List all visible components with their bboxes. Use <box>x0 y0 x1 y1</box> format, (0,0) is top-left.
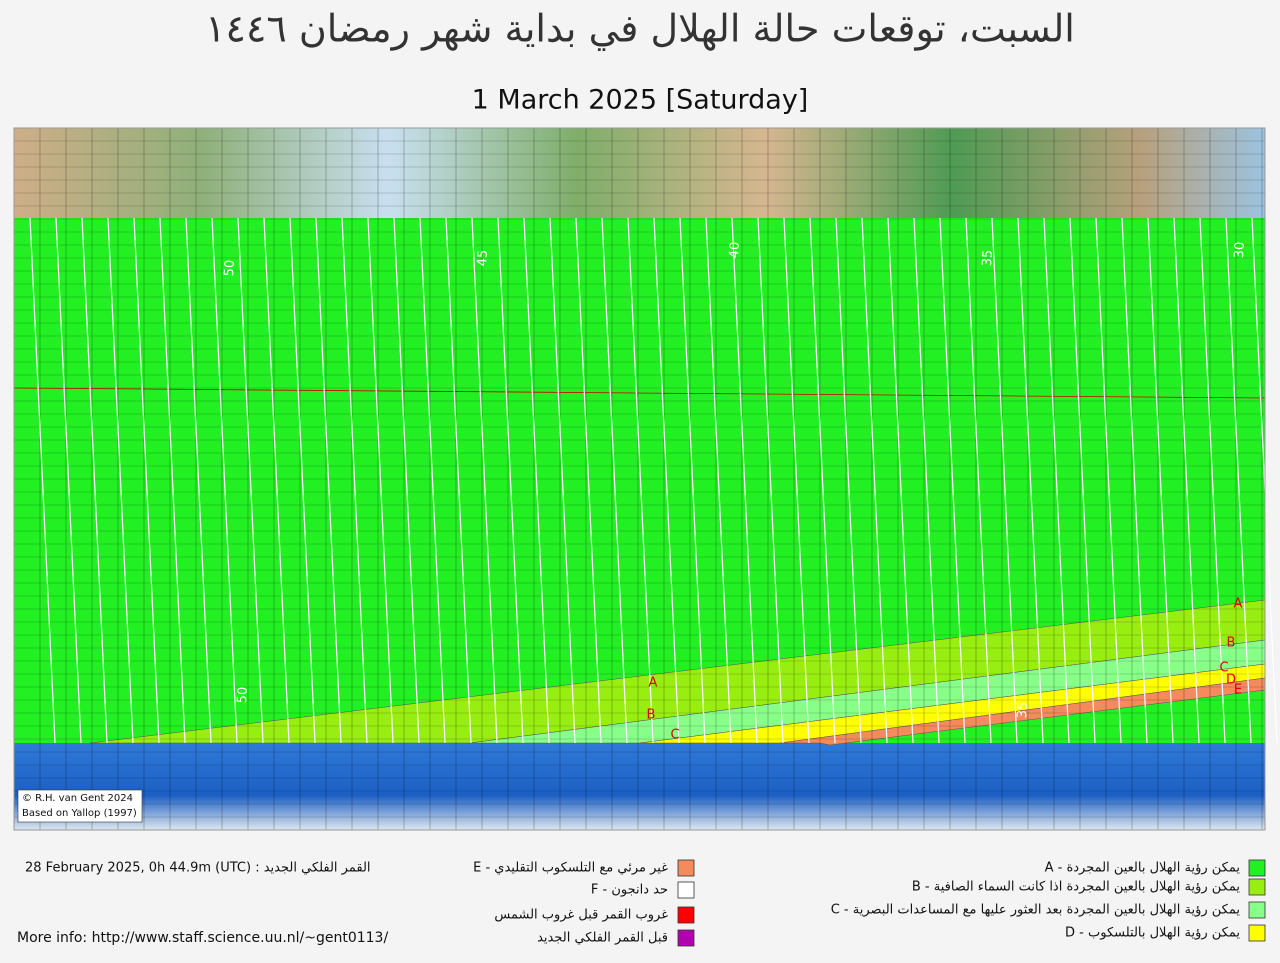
contour <box>1225 217 1252 744</box>
contour <box>1069 217 1096 744</box>
legend-label: غروب القمر قبل غروب الشمس <box>494 908 668 923</box>
credit-box <box>17 789 143 823</box>
contour <box>965 217 992 744</box>
legend-label: قبل القمر الفلكي الجديد <box>537 931 668 946</box>
legend-swatch <box>1248 901 1266 919</box>
title: السبت، توقعات حالة الهلال في بداية شهر ر… <box>205 7 1075 52</box>
contour <box>887 217 914 744</box>
contour <box>237 217 264 744</box>
contour <box>939 217 966 744</box>
contour <box>55 217 82 744</box>
contour-label: 50 <box>222 259 238 276</box>
contour <box>731 217 758 744</box>
contour <box>601 217 628 744</box>
new-moon: 28 February 2025, 0h 44.9m (UTC) : القمر… <box>25 861 371 876</box>
contour <box>627 217 654 744</box>
arctic-terrain <box>14 128 1265 218</box>
zone-letter: B <box>1227 636 1236 651</box>
contour <box>809 217 836 744</box>
legend-swatch <box>1248 859 1266 877</box>
contour <box>523 217 550 744</box>
contour <box>1043 217 1070 744</box>
equator <box>13 387 1266 399</box>
legend-label: B - يمكن رؤية الهلال بالعين المجردة اذا … <box>912 880 1241 895</box>
zone-letter: A <box>649 676 658 691</box>
contour <box>575 217 602 744</box>
contour <box>341 217 368 744</box>
contour <box>835 217 862 744</box>
contour-label: 35 <box>980 249 996 266</box>
contour <box>29 217 56 744</box>
contour <box>991 217 1018 744</box>
contour <box>471 217 498 744</box>
map-border <box>13 127 1266 831</box>
contour <box>1017 217 1044 744</box>
subtitle: 1 March 2025 [Saturday] <box>472 85 809 116</box>
zone-letter: E <box>1234 683 1242 698</box>
contour <box>861 217 888 744</box>
contour <box>653 217 680 744</box>
legend-swatch <box>677 859 695 877</box>
legend-swatch <box>677 929 695 947</box>
zone-letter: C <box>670 728 679 743</box>
legend-label: A - يمكن رؤية الهلال بالعين المجردة <box>1045 861 1241 876</box>
contour <box>757 217 784 744</box>
legend-swatch <box>677 881 695 899</box>
contour <box>211 217 238 744</box>
contour-label: 40 <box>727 241 743 258</box>
contour <box>1147 217 1174 744</box>
more-info: More info: http://www.staff.science.uu.n… <box>17 930 388 946</box>
contour <box>367 217 394 744</box>
contour <box>107 217 134 744</box>
legend-swatch <box>1248 924 1266 942</box>
zone-letter: B <box>647 708 656 723</box>
legend-swatch <box>677 906 695 924</box>
contour <box>497 217 524 744</box>
zone-letter: C <box>1219 661 1228 676</box>
contour <box>393 217 420 744</box>
contour <box>445 217 472 744</box>
contour <box>263 217 290 744</box>
contour <box>315 217 342 744</box>
contour-label: 30 <box>1232 241 1248 258</box>
contour-label: 45 <box>475 249 491 266</box>
southern-ocean <box>14 743 1265 830</box>
contour <box>1095 217 1122 744</box>
contour <box>705 217 732 744</box>
contour <box>419 217 446 744</box>
contour <box>133 217 160 744</box>
legend-label: E - غير مرئي مع التلسكوب التقليدي <box>473 861 668 876</box>
legend-label: C - يمكن رؤية الهلال بالعين المجردة بعد … <box>831 903 1241 918</box>
contour <box>289 217 316 744</box>
zone-letter: A <box>1234 597 1243 612</box>
contour-label: 50 <box>235 686 251 703</box>
contour <box>783 217 810 744</box>
contour <box>1199 217 1226 744</box>
legend-label: F - حد دانجون <box>591 883 668 898</box>
credit: © R.H. van Gent 2024 <box>22 793 133 804</box>
legend-swatch <box>1248 878 1266 896</box>
zone-letter: D <box>1226 673 1236 688</box>
contour <box>913 217 940 744</box>
contour <box>159 217 186 744</box>
contour <box>185 217 212 744</box>
legend-label: D - يمكن رؤية الهلال بالتلسكوب <box>1065 926 1240 941</box>
contour <box>549 217 576 744</box>
contour <box>81 217 108 744</box>
contour <box>1121 217 1148 744</box>
contour-label: 35 <box>1015 701 1031 718</box>
contour <box>679 217 706 744</box>
contour <box>1173 217 1200 744</box>
credit: Based on Yallop (1997) <box>22 808 137 819</box>
